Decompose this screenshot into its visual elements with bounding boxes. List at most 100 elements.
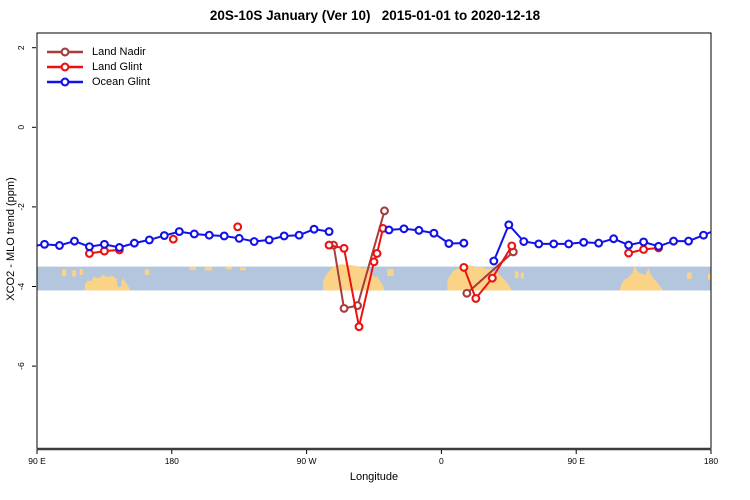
land-speck bbox=[520, 272, 524, 279]
x-tick-label: 90 E bbox=[28, 456, 46, 466]
series-land-glint-point bbox=[487, 273, 497, 283]
land-speck bbox=[79, 268, 83, 275]
legend-marker-icon bbox=[47, 47, 83, 56]
series-ocean-glint-point bbox=[579, 237, 589, 247]
series-land-nadir-point bbox=[380, 206, 389, 216]
series-land-glint-point bbox=[233, 222, 243, 232]
legend-label: Ocean Glint bbox=[92, 75, 151, 88]
x-tick-label: 90 E bbox=[567, 456, 585, 466]
series-ocean-glint-point bbox=[294, 230, 304, 240]
x-tick-label: 90 W bbox=[297, 456, 317, 466]
legend-label: Land Glint bbox=[92, 60, 143, 73]
x-tick-label: 0 bbox=[439, 456, 444, 466]
series-land-nadir-point bbox=[339, 303, 349, 313]
series-land-glint-point bbox=[624, 248, 634, 258]
series-ocean-glint-point bbox=[414, 225, 424, 235]
chart-title: 20S-10S January (Ver 10) 2015-01-01 to 2… bbox=[209, 8, 541, 23]
land-silhouette bbox=[84, 274, 130, 291]
series-ocean-glint-point bbox=[234, 233, 244, 243]
series-ocean-glint-point bbox=[639, 237, 649, 247]
legend-label: Land Nadir bbox=[92, 45, 146, 58]
series-ocean-glint-point bbox=[84, 242, 94, 252]
legend-item-land-nadir: Land Nadir bbox=[46, 44, 150, 59]
series-ocean-glint-point bbox=[114, 243, 124, 252]
legend-item-ocean-glint: Ocean Glint bbox=[46, 74, 150, 89]
series-ocean-glint-point bbox=[204, 230, 214, 240]
series-land-glint-point bbox=[324, 240, 334, 250]
series-ocean-glint-point bbox=[324, 227, 334, 237]
legend-marker-icon bbox=[47, 77, 83, 86]
series-ocean-glint-point bbox=[684, 236, 693, 246]
series-land-glint-point bbox=[369, 257, 379, 267]
series-ocean-glint-point bbox=[564, 239, 574, 249]
land-speck bbox=[144, 269, 150, 275]
land-speck bbox=[687, 272, 692, 280]
series-land-glint-point bbox=[507, 241, 517, 251]
x-tick-label: 180 bbox=[165, 456, 179, 466]
series-ocean-glint-point bbox=[534, 239, 544, 249]
land-speck bbox=[514, 271, 519, 279]
series-ocean-glint-point bbox=[444, 239, 454, 248]
series-ocean-glint-point bbox=[189, 229, 199, 239]
land-speck bbox=[708, 273, 711, 280]
series-ocean-glint-point bbox=[699, 230, 708, 240]
land-speck bbox=[189, 266, 196, 270]
series-land-nadir-line bbox=[466, 251, 514, 295]
y-tick-label: 0 bbox=[16, 125, 26, 130]
land-silhouette bbox=[619, 265, 664, 291]
series-land-nadir-point bbox=[462, 288, 472, 298]
land-speck bbox=[204, 267, 213, 271]
series-ocean-glint-point bbox=[264, 235, 274, 245]
series-ocean-glint-point bbox=[399, 224, 409, 234]
series-ocean-glint-point bbox=[144, 235, 154, 245]
series-ocean-glint-point bbox=[489, 256, 499, 266]
series-ocean-glint-point bbox=[669, 236, 679, 246]
series-ocean-glint-point bbox=[309, 224, 319, 234]
series-ocean-glint-point bbox=[249, 237, 259, 246]
land-speck bbox=[62, 269, 67, 277]
series-ocean-glint-point bbox=[504, 220, 514, 230]
series-land-glint-line bbox=[462, 245, 513, 301]
series-ocean-glint-point bbox=[279, 231, 289, 241]
y-tick-label: -6 bbox=[16, 362, 26, 370]
series-land-glint-point bbox=[471, 293, 481, 303]
series-ocean-glint-point bbox=[129, 238, 139, 248]
series-ocean-glint-point bbox=[549, 239, 559, 249]
series-land-glint-point bbox=[459, 262, 469, 272]
y-tick-label: -4 bbox=[16, 282, 26, 290]
y-tick-label: -2 bbox=[16, 203, 26, 211]
series-ocean-glint-point bbox=[654, 241, 664, 251]
series-land-glint-point bbox=[354, 322, 364, 332]
series-land-glint-point bbox=[639, 245, 649, 254]
legend: Land Nadir Land Glint Ocean Glint bbox=[46, 44, 150, 89]
series-ocean-glint-point bbox=[40, 239, 49, 249]
series-land-glint-point bbox=[372, 249, 382, 258]
series-ocean-glint-point bbox=[519, 237, 529, 246]
series-ocean-glint-point bbox=[55, 241, 64, 250]
series-ocean-glint-point bbox=[609, 234, 619, 244]
land-speck bbox=[225, 266, 232, 270]
series-ocean-glint-point bbox=[459, 238, 469, 248]
land-speck bbox=[387, 268, 394, 277]
series-ocean-glint-point bbox=[159, 231, 169, 241]
y-axis-label: XCO2 - MLO trend (ppm) bbox=[5, 177, 17, 301]
series-ocean-glint-point bbox=[174, 227, 184, 237]
x-axis-label: Longitude bbox=[349, 471, 399, 483]
series-ocean-glint-point bbox=[69, 236, 79, 246]
land-speck bbox=[72, 270, 76, 277]
land-speck bbox=[239, 267, 246, 271]
x-tick-label: 180 bbox=[704, 456, 718, 466]
series-land-glint-point bbox=[168, 234, 178, 244]
legend-marker-icon bbox=[47, 62, 83, 71]
series-ocean-glint-point bbox=[429, 228, 439, 238]
series-ocean-glint-point bbox=[594, 238, 604, 248]
series-land-nadir-line bbox=[332, 210, 386, 310]
series-ocean-glint-line bbox=[492, 222, 712, 262]
series-ocean-glint-point bbox=[219, 231, 229, 241]
series-land-glint-point bbox=[339, 243, 349, 253]
series-ocean-glint-point bbox=[99, 239, 109, 249]
series-ocean-glint-point bbox=[624, 240, 634, 250]
series-ocean-glint-point bbox=[384, 225, 394, 235]
